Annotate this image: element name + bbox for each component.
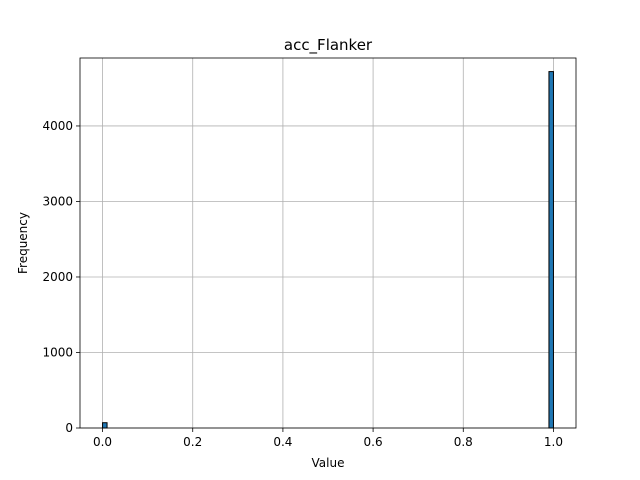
y-tick-label: 3000 [42, 194, 73, 208]
x-tick-label: 0.6 [364, 435, 383, 449]
y-tick-label: 2000 [42, 270, 73, 284]
plot-frame [79, 57, 577, 429]
y-tick-label: 1000 [42, 345, 73, 359]
y-axis-ticks: 0 1000 2000 3000 4000 [42, 119, 80, 435]
x-tick-label: 0.4 [273, 435, 292, 449]
chart-title: acc_Flanker [284, 36, 373, 55]
x-axis-ticks: 0.0 0.2 0.4 0.6 0.8 1.0 [93, 428, 563, 449]
histogram-bar [102, 422, 108, 429]
grid-lines [80, 58, 576, 429]
x-tick-label: 0.0 [93, 435, 112, 449]
y-tick-label: 4000 [42, 119, 73, 133]
x-tick-label: 0.2 [183, 435, 202, 449]
y-axis-label: Frequency [16, 212, 30, 274]
bars [102, 71, 554, 429]
histogram-bar [548, 71, 554, 429]
y-tick-label: 0 [65, 421, 73, 435]
x-tick-label: 0.8 [454, 435, 473, 449]
x-axis-label: Value [312, 456, 345, 470]
x-tick-label: 1.0 [544, 435, 563, 449]
